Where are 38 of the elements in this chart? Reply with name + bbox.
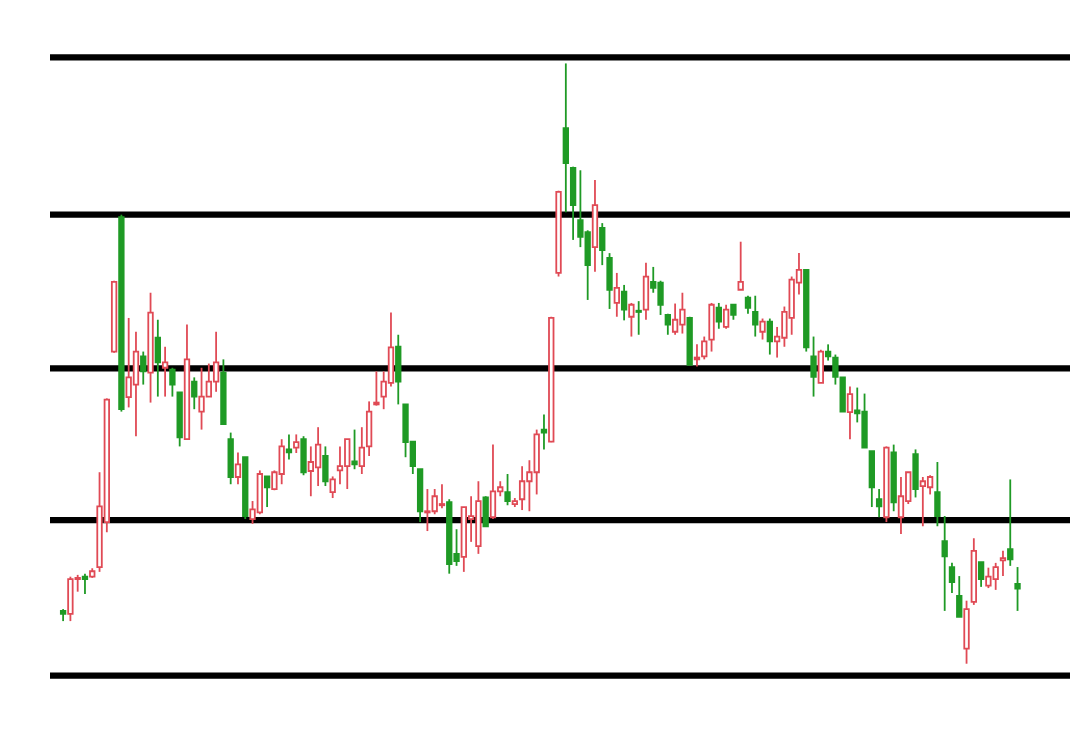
candlestick xyxy=(722,303,730,330)
candlestick xyxy=(628,302,635,338)
candlestick xyxy=(161,345,169,398)
candlestick xyxy=(81,572,89,595)
candlestick xyxy=(169,366,176,398)
candlestick xyxy=(693,343,701,368)
candlestick xyxy=(977,561,985,588)
candlestick xyxy=(948,561,956,594)
candlestick xyxy=(1007,478,1014,567)
candlestick xyxy=(234,451,242,486)
candlestick xyxy=(766,317,773,356)
candlestick xyxy=(846,385,854,441)
candlestick xyxy=(701,335,708,361)
candlestick xyxy=(715,302,722,330)
candlestick xyxy=(329,475,336,499)
candlestick xyxy=(752,294,759,338)
candlestick xyxy=(737,240,744,291)
candlestick xyxy=(941,515,948,612)
candlestick xyxy=(373,370,380,407)
candlestick xyxy=(599,222,606,267)
candlestick xyxy=(999,549,1007,577)
candlestick xyxy=(1014,566,1021,612)
candlestick xyxy=(263,475,271,508)
candlestick xyxy=(540,413,548,451)
candlestick xyxy=(351,428,358,471)
candlestick xyxy=(810,335,817,398)
candlestick xyxy=(759,317,766,341)
candlestick xyxy=(613,272,620,318)
candlestick xyxy=(744,294,752,315)
candlestick xyxy=(635,300,642,336)
candlestick xyxy=(191,376,198,411)
candlestick xyxy=(358,426,365,475)
candlestick xyxy=(956,575,963,618)
candlestick xyxy=(875,488,883,519)
candlestick xyxy=(293,433,300,454)
candlestick xyxy=(140,350,147,386)
candlestick xyxy=(504,473,511,507)
candlestick xyxy=(620,284,628,322)
